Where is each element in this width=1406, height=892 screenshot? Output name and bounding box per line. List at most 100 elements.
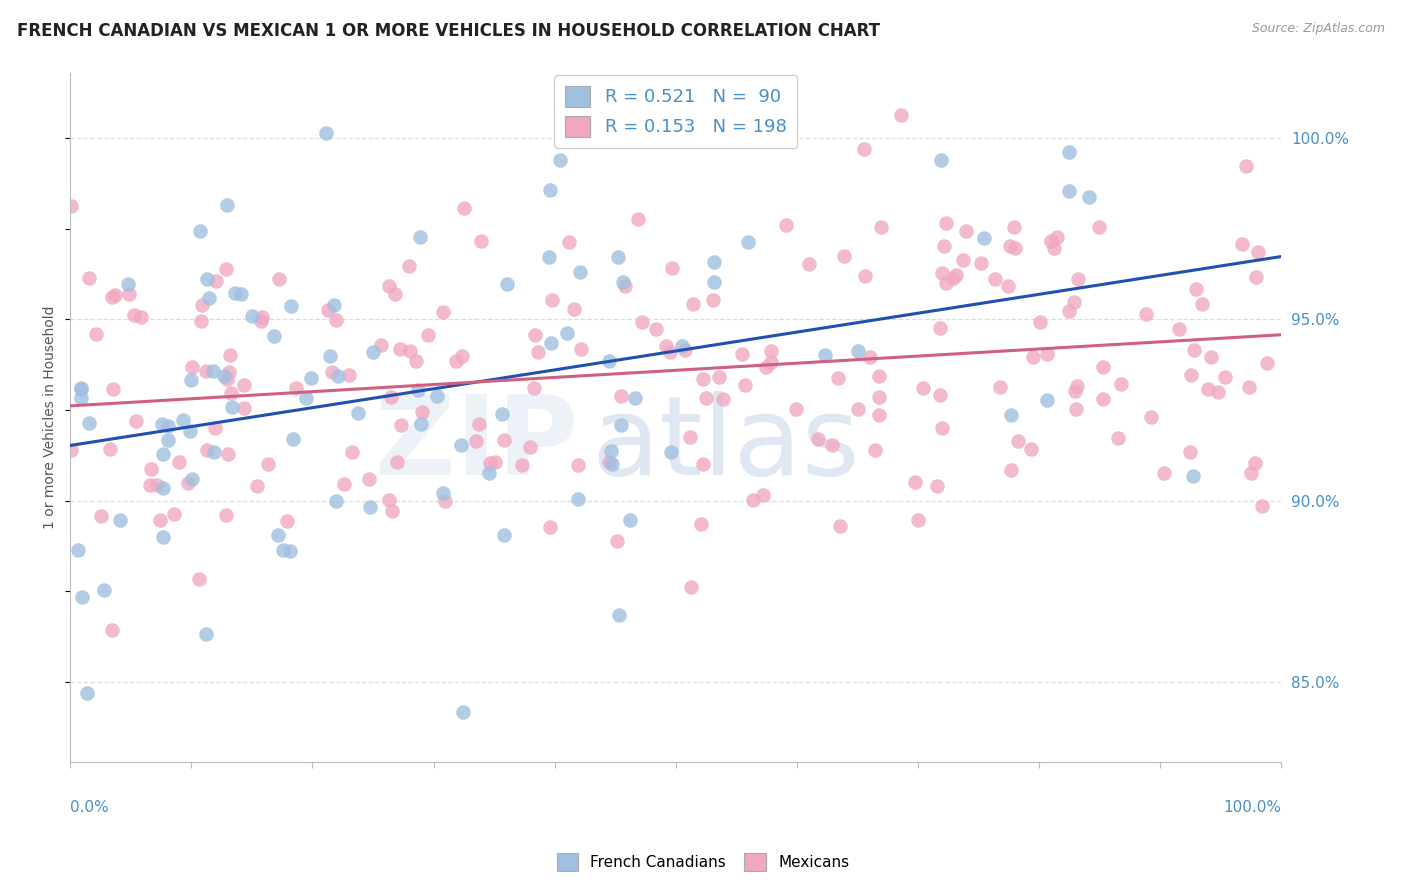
Point [67,543,90,558]
Point [346,406,368,420]
Point [150,417,173,431]
Point [692,457,714,471]
Point [263,328,285,343]
Point [322,298,344,312]
Point [1197,382,1219,396]
Point [1000,239,1022,253]
Point [432,486,454,500]
Point [702,293,724,308]
Point [294,391,316,405]
Point [187,572,209,586]
Point [152,447,174,461]
Point [527,345,550,359]
Point [89,508,111,523]
Point [231,287,253,301]
Point [124,309,146,323]
Point [271,543,294,558]
Point [742,492,765,507]
Point [215,261,238,276]
Point [630,315,652,329]
Point [1199,350,1222,364]
Point [679,430,702,444]
Point [1191,297,1213,311]
Point [859,350,882,364]
Point [70,591,93,605]
Point [1040,234,1063,248]
Point [180,472,202,486]
Point [478,456,501,470]
Point [689,516,711,531]
Point [1004,241,1026,255]
Point [77,270,100,285]
Point [1019,442,1042,456]
Point [242,309,264,323]
Point [370,337,392,351]
Point [624,391,647,405]
Point [233,377,256,392]
Point [853,269,876,284]
Point [215,508,238,522]
Point [1243,456,1265,470]
Point [907,513,929,527]
Point [70,381,93,395]
Point [451,705,474,719]
Point [538,250,561,264]
Point [177,475,200,490]
Point [1135,307,1157,321]
Point [149,513,172,527]
Point [1002,219,1025,234]
Point [280,299,302,313]
Point [682,297,704,311]
Legend: French Canadians, Mexicans: French Canadians, Mexicans [551,847,855,877]
Point [935,216,957,230]
Point [190,314,212,328]
Point [600,458,623,472]
Point [540,335,562,350]
Point [76,686,98,700]
Point [945,268,967,282]
Point [568,265,591,279]
Point [484,455,506,469]
Point [325,312,347,326]
Text: FRENCH CANADIAN VS MEXICAN 1 OR MORE VEHICLES IN HOUSEHOLD CORRELATION CHART: FRENCH CANADIAN VS MEXICAN 1 OR MORE VEH… [17,22,880,40]
Point [59,198,82,212]
Point [1240,466,1263,480]
Point [821,438,844,452]
Point [117,277,139,291]
Point [1168,322,1191,336]
Point [1247,245,1270,260]
Point [181,359,204,374]
Point [1046,229,1069,244]
Point [139,478,162,492]
Point [492,528,515,542]
Point [828,519,851,533]
Point [152,530,174,544]
Point [1256,356,1278,370]
Point [538,183,561,197]
Point [284,381,307,395]
Point [163,507,186,521]
Point [257,457,280,471]
Point [1059,184,1081,198]
Point [567,458,589,472]
Point [607,608,630,623]
Point [328,369,350,384]
Point [1206,384,1229,399]
Point [1066,379,1088,393]
Point [540,293,562,307]
Point [1036,346,1059,360]
Point [361,344,384,359]
Point [470,234,492,248]
Point [232,401,254,415]
Point [827,371,849,385]
Point [101,290,124,304]
Point [1234,159,1257,173]
Point [931,420,953,434]
Point [519,440,541,454]
Point [319,349,342,363]
Point [832,248,855,262]
Point [619,513,641,527]
Point [661,260,683,275]
Point [385,455,408,469]
Point [278,544,301,558]
